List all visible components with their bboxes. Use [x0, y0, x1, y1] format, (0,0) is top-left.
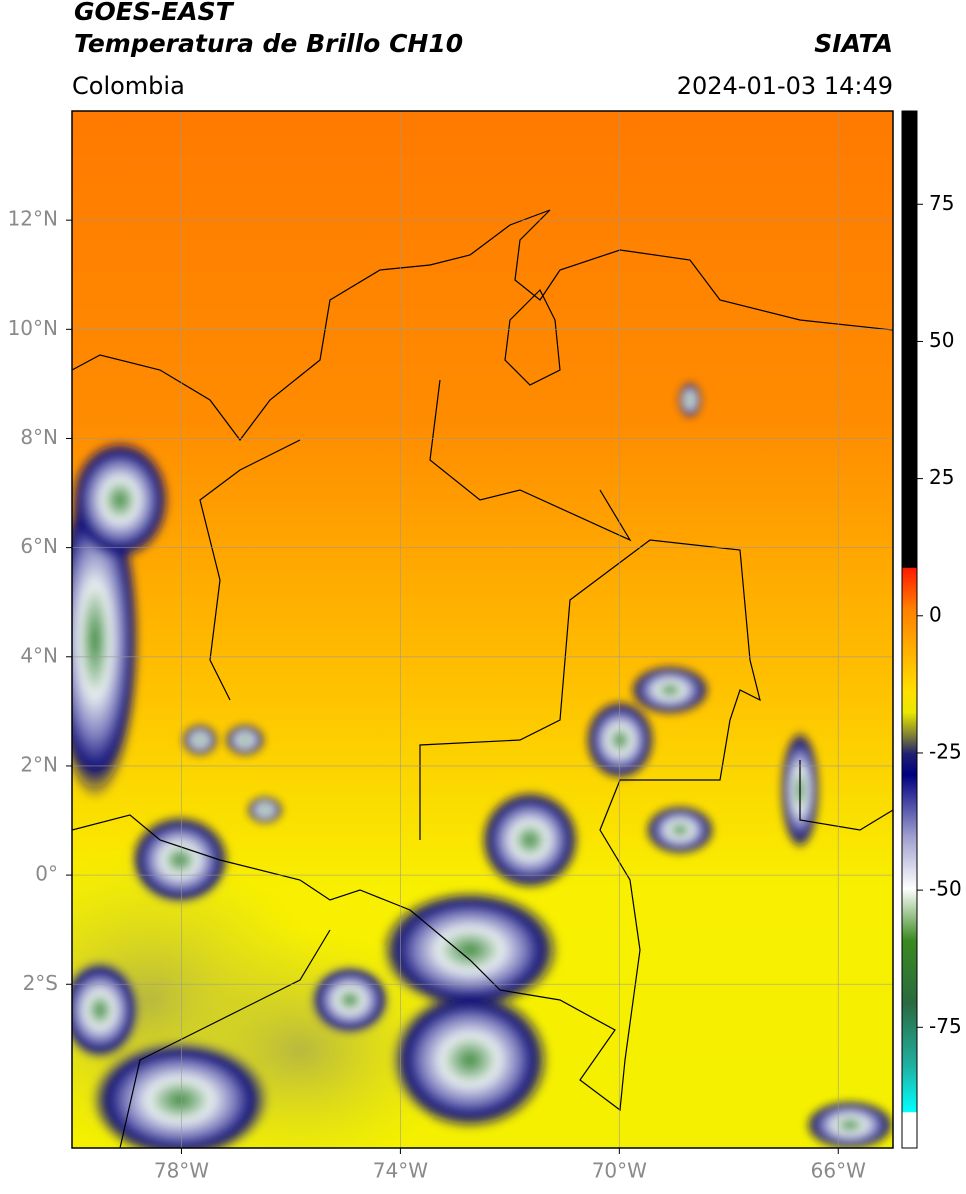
y-tick-label: 8°N: [20, 425, 58, 449]
colorbar-tick-label: -25: [929, 739, 962, 763]
grid: [72, 111, 893, 1148]
y-tick-label: 6°N: [20, 534, 58, 558]
y-tick-label: 2°N: [20, 752, 58, 776]
colorbar-tick-label: 50: [929, 328, 954, 352]
datetime: 2024-01-03 14:49: [677, 72, 893, 100]
satellite-image: [72, 111, 893, 1148]
map-frame: [71, 110, 894, 1149]
y-tick-label: 12°N: [8, 207, 58, 231]
source: SIATA: [814, 29, 893, 58]
x-tick-label: 66°W: [811, 1159, 866, 1183]
y-tick-label: 10°N: [8, 316, 58, 340]
colorbar-tick-label: 0: [929, 602, 942, 626]
region: Colombia: [72, 72, 185, 100]
x-tick-label: 70°W: [592, 1159, 647, 1183]
colorbar-tick-label: 25: [929, 465, 954, 489]
colorbar-tick-label: 75: [929, 191, 954, 215]
y-tick-label: 2°S: [23, 971, 58, 995]
colorbar-tick-label: -75: [929, 1014, 962, 1038]
x-tick-label: 74°W: [373, 1159, 428, 1183]
colorbar: [901, 110, 918, 1149]
colorbar-tick-label: -50: [929, 877, 962, 901]
y-tick-label: 4°N: [20, 643, 58, 667]
title: GOES-EAST: [74, 0, 235, 26]
y-tick-label: 0°: [35, 862, 58, 886]
subtitle: Temperatura de Brillo CH10: [74, 29, 463, 58]
x-tick-label: 78°W: [154, 1159, 209, 1183]
